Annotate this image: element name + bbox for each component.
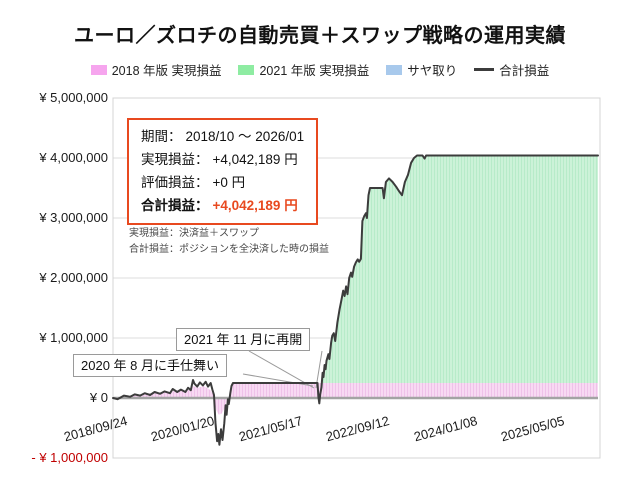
callout-closed-aug-2020: 2020 年 8 月に手仕舞い (73, 354, 227, 377)
footnote-1: 合計損益：ポジションを全決済した時の損益 (129, 244, 329, 255)
summary-row-value-3: +4,042,189 円 (212, 198, 298, 213)
callout-closed-label: 2020 年 8 月に手仕舞い (81, 358, 219, 373)
legend-label-3: 合計損益 (499, 64, 550, 78)
summary-row-value-1: +4,042,189 円 (212, 152, 298, 167)
summary-row-2: 評価損益： +0 円 (141, 171, 304, 194)
footnote-0: 実現損益：決済益＋スワップ (129, 228, 259, 239)
summary-row-value-2: +0 円 (212, 175, 246, 190)
callout-resumed-pointer-right (315, 350, 323, 389)
legend-line-swatch-3 (474, 68, 495, 71)
series-line-total (112, 154, 599, 446)
summary-row-0: 期間： 2018/10 ～ 2026/01 (141, 125, 304, 148)
legend-item-1: 2021 年版 実現損益 (238, 60, 369, 79)
y-tick-label-4: ¥ 1,000,000 (39, 330, 108, 345)
chart-title: ユーロ／ズロチの自動売買＋スワップ戦略の運用実績 (74, 25, 566, 47)
callout-resumed-label: 2021 年 11 月に再開 (184, 332, 303, 347)
summary-row-label-0: 期間： (141, 129, 182, 144)
summary-row-label-2: 評価損益： (141, 175, 209, 190)
legend: 2018 年版 実現損益 2021 年版 実現損益 サヤ取り 合計損益 (0, 60, 640, 79)
summary-row-3: 合計損益： +4,042,189 円 (141, 194, 304, 217)
y-tick-label-6: - ¥ 1,000,000 (31, 450, 108, 465)
summary-row-1: 実現損益： +4,042,189 円 (141, 148, 304, 171)
y-tick-label-5: ¥ 0 (89, 390, 108, 405)
legend-label-1: 2021 年版 実現損益 (259, 64, 370, 78)
legend-area-swatch-1 (238, 64, 255, 75)
y-tick-label-2: ¥ 3,000,000 (39, 210, 108, 225)
series-area-2018 (113, 383, 598, 415)
series-area-2021 (322, 155, 598, 383)
legend-label-2: サヤ取り (407, 64, 458, 78)
legend-label-0: 2018 年版 実現損益 (111, 64, 222, 78)
legend-item-2: サヤ取り (386, 60, 457, 79)
legend-area-swatch-2 (386, 64, 403, 75)
y-tick-label-0: ¥ 5,000,000 (39, 90, 108, 105)
y-tick-label-3: ¥ 2,000,000 (39, 270, 108, 285)
callout-resumed-pointer-left (248, 350, 315, 389)
legend-item-0: 2018 年版 実現損益 (90, 60, 222, 79)
callout-resumed-nov-2021: 2021 年 11 月に再開 (176, 328, 311, 351)
summary-row-value-0: 2018/10 ～ 2026/01 (185, 129, 305, 144)
footnotes: 実現損益：決済益＋スワップ合計損益：ポジションを全決済した時の損益 (129, 226, 329, 258)
legend-item-3: 合計損益 (474, 60, 549, 79)
plot-border (112, 97, 601, 459)
legend-area-swatch-0 (90, 64, 107, 75)
y-tick-label-1: ¥ 4,000,000 (39, 150, 108, 165)
summary-box: 期間： 2018/10 ～ 2026/01 実現損益： +4,042,189 円評価損… (127, 118, 319, 225)
summary-row-label-1: 実現損益： (141, 152, 209, 167)
summary-row-label-3: 合計損益： (141, 198, 209, 213)
